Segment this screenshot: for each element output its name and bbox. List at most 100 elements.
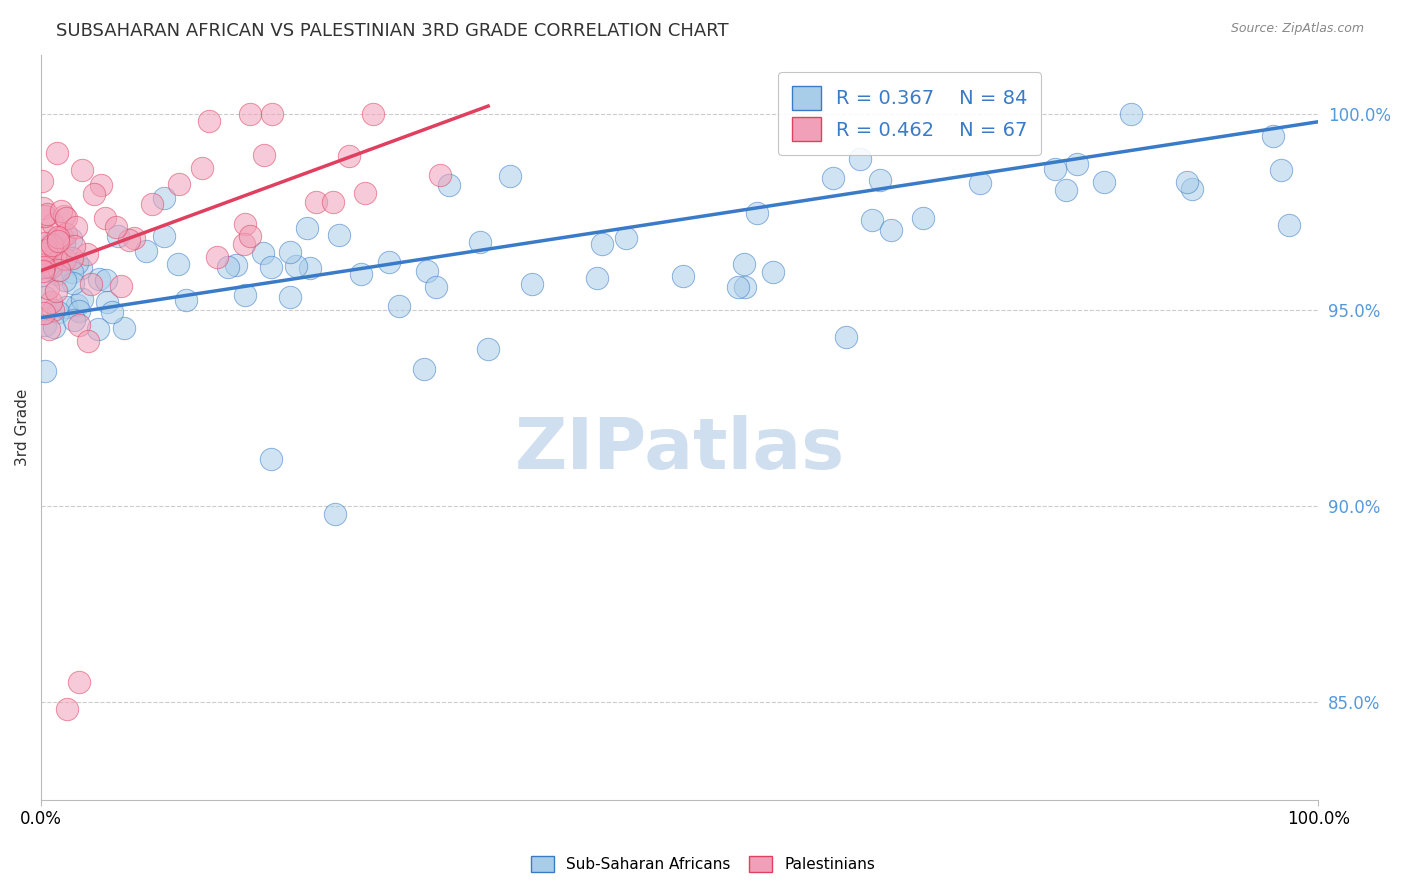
Point — [60, 265, 83, 279]
Point — [77, 334, 100, 349]
Point — [67, 318, 90, 332]
Point — [190, 161, 212, 175]
Point — [90, 178, 112, 192]
Point — [233, 218, 256, 232]
Point — [60, 252, 83, 266]
Point — [37, 228, 59, 243]
Point — [52, 209, 75, 223]
Point — [34, 290, 56, 304]
Point — [55, 227, 77, 241]
Point — [337, 149, 360, 163]
Point — [86, 322, 108, 336]
Point — [46, 229, 69, 244]
Point — [437, 178, 460, 192]
Point — [59, 232, 82, 246]
Point — [278, 290, 301, 304]
Point — [1175, 175, 1198, 189]
Point — [135, 244, 157, 259]
Point — [46, 268, 69, 282]
Point — [1121, 107, 1143, 121]
Point — [45, 146, 67, 161]
Point — [31, 254, 53, 268]
Point — [239, 107, 262, 121]
Point — [89, 271, 111, 285]
Point — [232, 236, 254, 251]
Point — [468, 235, 491, 249]
Point — [835, 330, 858, 344]
Point — [747, 206, 769, 220]
Point — [153, 229, 176, 244]
Point — [63, 313, 86, 327]
Point — [80, 277, 103, 292]
Legend: Sub-Saharan Africans, Palestinians: Sub-Saharan Africans, Palestinians — [523, 848, 883, 880]
Point — [1054, 183, 1077, 197]
Point — [34, 318, 56, 332]
Point — [53, 236, 76, 251]
Point — [377, 255, 399, 269]
Point — [31, 174, 53, 188]
Point — [323, 507, 346, 521]
Point — [328, 227, 350, 242]
Point — [83, 186, 105, 201]
Point — [969, 176, 991, 190]
Point — [166, 257, 188, 271]
Point — [354, 186, 377, 201]
Point — [429, 168, 451, 182]
Point — [32, 201, 55, 215]
Point — [1261, 129, 1284, 144]
Point — [51, 229, 73, 244]
Point — [34, 364, 56, 378]
Point — [41, 217, 63, 231]
Point — [55, 702, 77, 716]
Point — [198, 113, 221, 128]
Point — [37, 280, 59, 294]
Point — [37, 260, 59, 274]
Point — [262, 107, 284, 121]
Point — [65, 219, 87, 234]
Point — [94, 273, 117, 287]
Point — [734, 280, 756, 294]
Point — [167, 177, 190, 191]
Point — [48, 304, 70, 318]
Point — [252, 245, 274, 260]
Point — [107, 229, 129, 244]
Point — [586, 270, 609, 285]
Point — [46, 234, 69, 248]
Point — [55, 211, 77, 226]
Point — [477, 342, 499, 356]
Point — [55, 300, 77, 314]
Point — [70, 292, 93, 306]
Point — [727, 280, 749, 294]
Point — [48, 263, 70, 277]
Point — [31, 246, 53, 260]
Point — [1278, 219, 1301, 233]
Point — [1092, 175, 1115, 189]
Point — [388, 299, 411, 313]
Point — [38, 322, 60, 336]
Point — [117, 233, 139, 247]
Point — [205, 250, 228, 264]
Point — [862, 213, 884, 227]
Point — [284, 259, 307, 273]
Point — [614, 231, 637, 245]
Point — [141, 196, 163, 211]
Point — [522, 277, 544, 291]
Point — [44, 319, 66, 334]
Point — [499, 169, 522, 183]
Point — [821, 170, 844, 185]
Point — [94, 211, 117, 225]
Point — [45, 246, 67, 260]
Point — [67, 675, 90, 690]
Point — [41, 260, 63, 274]
Text: ZIPatlas: ZIPatlas — [515, 415, 845, 484]
Point — [305, 195, 328, 210]
Point — [225, 258, 247, 272]
Point — [34, 235, 56, 250]
Point — [104, 219, 127, 234]
Point — [1066, 157, 1088, 171]
Point — [44, 250, 66, 264]
Point — [280, 245, 302, 260]
Point — [1043, 162, 1066, 177]
Text: Source: ZipAtlas.com: Source: ZipAtlas.com — [1230, 22, 1364, 36]
Point — [76, 247, 98, 261]
